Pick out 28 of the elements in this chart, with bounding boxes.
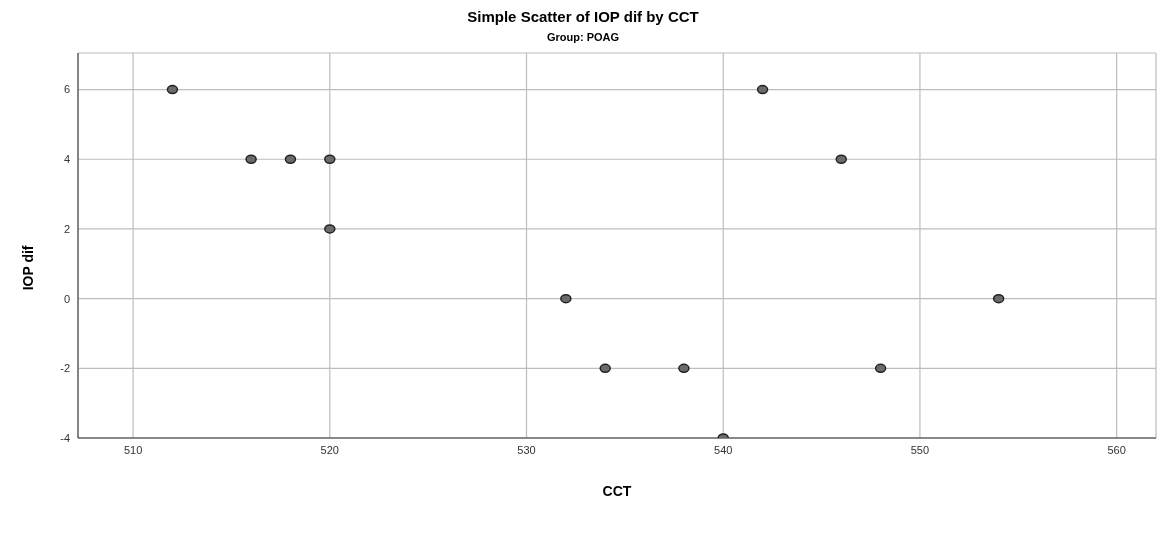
x-tick-label: 550 — [910, 443, 930, 456]
point — [992, 293, 1005, 304]
y-tick-label: 2 — [63, 222, 70, 235]
point — [599, 363, 611, 374]
y-tick-label: -2 — [60, 362, 70, 375]
chart-subtitle: Group: POAG — [545, 31, 621, 43]
point — [245, 154, 257, 165]
x-tick-label: 540 — [714, 443, 733, 456]
point — [284, 154, 297, 165]
point — [166, 84, 179, 95]
point — [324, 224, 336, 234]
x-tick-label: 560 — [1107, 443, 1126, 456]
point — [678, 363, 690, 374]
point — [324, 154, 336, 165]
x-axis-title: CCT — [602, 482, 632, 499]
y-tick-label: -4 — [60, 431, 70, 444]
point — [756, 84, 769, 95]
x-tick-label: 520 — [320, 443, 339, 456]
point — [560, 293, 572, 304]
chart-title: Simple Scatter of IOP dif by CCT — [466, 8, 700, 25]
y-tick-label: 0 — [63, 292, 70, 305]
x-tick-label: 530 — [517, 443, 536, 456]
y-tick-label: 4 — [63, 153, 70, 166]
x-tick-label: 510 — [123, 443, 143, 456]
point — [835, 154, 848, 165]
y-tick-label: 6 — [63, 83, 70, 96]
y-axis-title: IOP dif — [19, 245, 36, 291]
point — [874, 363, 887, 374]
